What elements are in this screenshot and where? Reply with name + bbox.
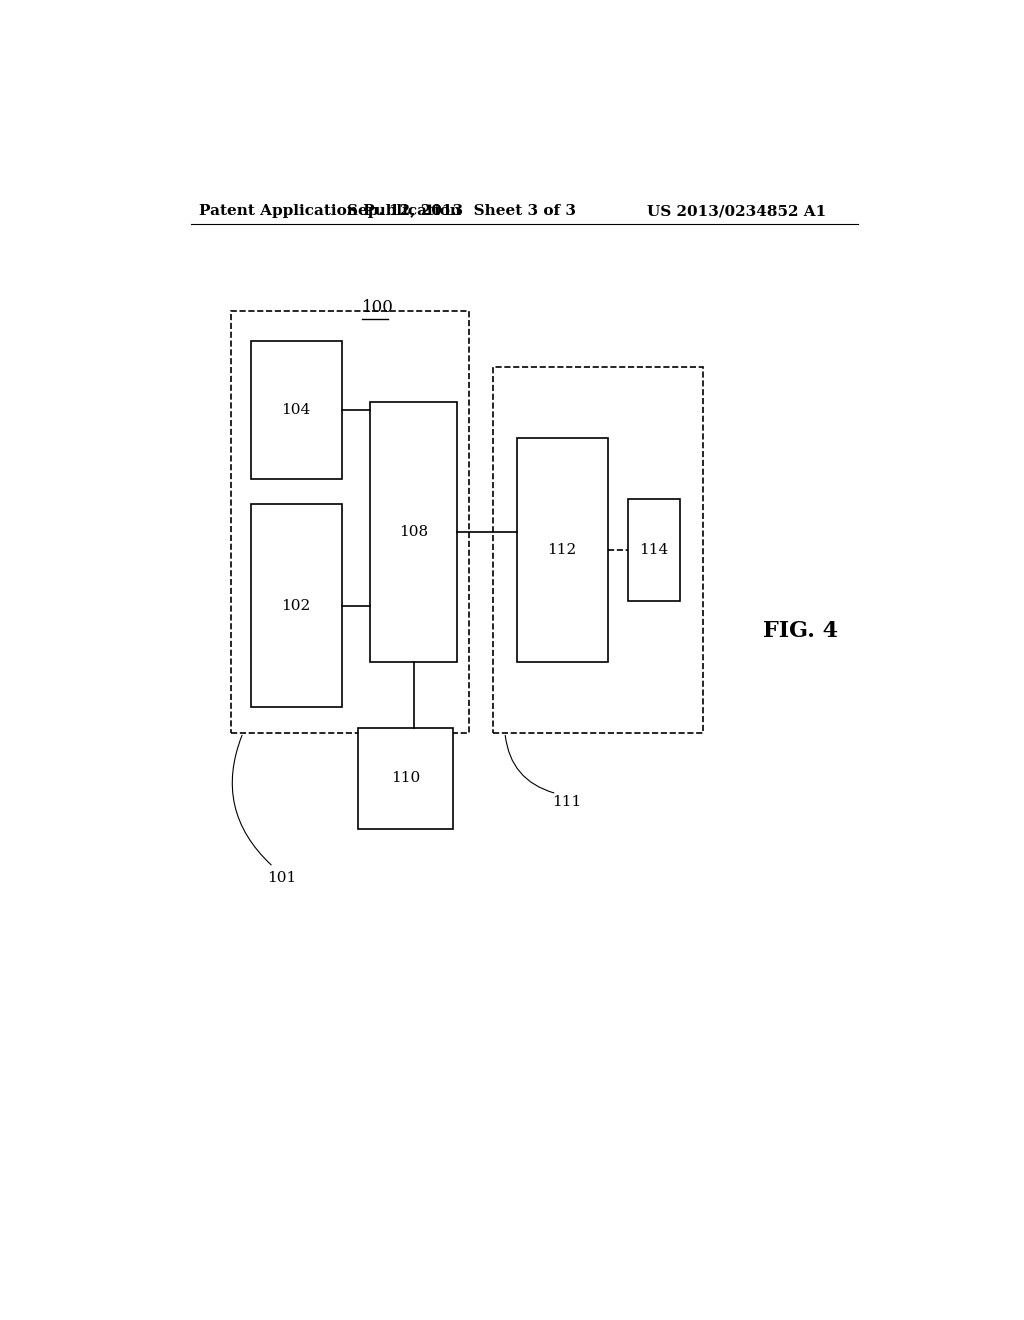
Text: 108: 108	[399, 525, 428, 540]
Bar	[628, 499, 680, 601]
Text: 102: 102	[282, 598, 311, 612]
Bar	[370, 403, 458, 661]
Text: FIG. 4: FIG. 4	[763, 620, 838, 642]
Bar	[231, 312, 469, 733]
Bar	[358, 727, 454, 829]
Bar	[251, 504, 342, 708]
Text: 110: 110	[391, 771, 421, 785]
Bar	[517, 438, 608, 661]
Text: 111: 111	[553, 795, 582, 809]
Text: 100: 100	[362, 298, 394, 315]
Text: 101: 101	[267, 871, 296, 886]
Text: 104: 104	[282, 404, 311, 417]
Text: Sep. 12, 2013  Sheet 3 of 3: Sep. 12, 2013 Sheet 3 of 3	[347, 205, 575, 218]
Text: 112: 112	[548, 543, 577, 557]
Bar	[251, 342, 342, 479]
Text: US 2013/0234852 A1: US 2013/0234852 A1	[647, 205, 826, 218]
Bar	[494, 367, 703, 733]
Text: 114: 114	[639, 543, 668, 557]
Text: Patent Application Publication: Patent Application Publication	[200, 205, 462, 218]
